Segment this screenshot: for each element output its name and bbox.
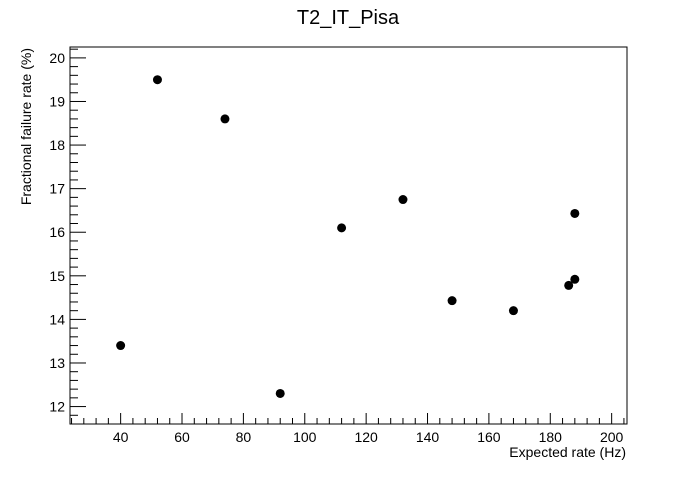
x-tick-label: 60: [174, 429, 190, 445]
x-axis: 40 60 80 100 120 140 160 180 200: [71, 413, 625, 445]
x-tick-label: 180: [539, 429, 563, 445]
scatter-point: [447, 296, 457, 306]
x-tick-label: 40: [113, 429, 129, 445]
x-tick-label: 80: [236, 429, 252, 445]
scatter-point: [570, 208, 580, 218]
x-tick-label: 200: [600, 429, 624, 445]
scatter-point: [508, 306, 518, 316]
plot-frame: [69, 46, 628, 425]
scatter-point: [275, 388, 285, 398]
chart-title: T2_IT_Pisa: [297, 7, 400, 29]
y-tick-label: 15: [49, 268, 65, 284]
y-tick-label: 19: [49, 93, 65, 109]
x-tick-label: 120: [354, 429, 378, 445]
scatter-point: [398, 195, 408, 205]
scatter-point: [564, 280, 574, 290]
scatter-point: [116, 341, 126, 351]
x-tick-label: 160: [477, 429, 501, 445]
y-tick-label: 18: [49, 137, 65, 153]
scatter-point: [570, 274, 580, 284]
x-axis-label: Expected rate (Hz): [509, 444, 626, 460]
y-tick-label: 20: [49, 50, 65, 66]
y-tick-label: 12: [49, 399, 65, 415]
y-tick-label: 16: [49, 224, 65, 240]
scatter-point: [220, 114, 230, 124]
y-axis-label: Fractional failure rate (%): [18, 48, 34, 205]
y-tick-label: 13: [49, 355, 65, 371]
scatter-point: [152, 75, 162, 85]
y-tick-label: 14: [49, 311, 65, 327]
plot-area-border: [69, 46, 628, 425]
y-tick-label: 17: [49, 181, 65, 197]
y-axis: 12 13 14 15 16 17 18 19 20: [49, 48, 86, 425]
data-points: [116, 75, 580, 398]
x-tick-label: 140: [416, 429, 440, 445]
x-tick-label: 100: [293, 429, 317, 445]
scatter-point: [337, 223, 347, 233]
